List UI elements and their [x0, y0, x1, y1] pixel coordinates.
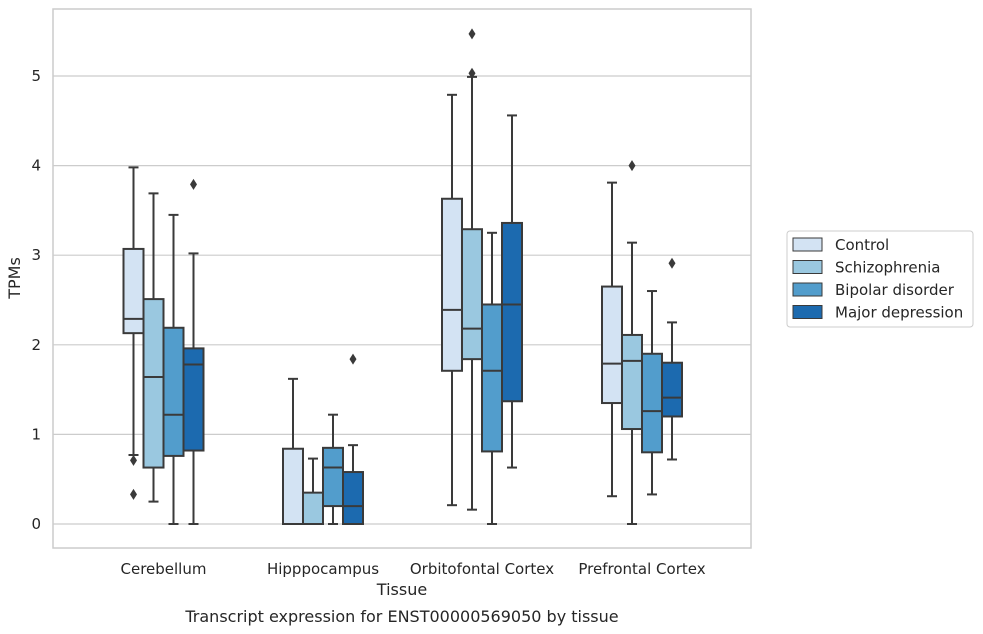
- box-4-3: [501, 114, 523, 469]
- box-2-4: [621, 160, 643, 525]
- box-3-3-body: [481, 303, 503, 453]
- y-tick-label-5: 5: [31, 67, 41, 85]
- box-3-1-body: [162, 326, 185, 457]
- box-2-2-body: [302, 491, 324, 526]
- box-2-1-body: [142, 298, 165, 469]
- x-axis-ticks: Cerebellum Hipppocampus Orbitofontal Corte…: [121, 560, 706, 578]
- box-4-1: [182, 178, 205, 525]
- box-4-4-body: [661, 361, 683, 418]
- y-tick-label-0: 0: [31, 515, 41, 533]
- box-plot-series: [122, 28, 683, 526]
- legend-frame: [786, 230, 974, 328]
- x-tick-label-1: Cerebellum: [121, 560, 207, 578]
- box-1-1-body: [122, 247, 145, 335]
- box-4-1-body: [182, 347, 205, 452]
- legend-swatch-1: [792, 237, 823, 252]
- box-2-2: [302, 457, 324, 526]
- chart-caption: Transcript expression for ENST0000056905…: [184, 607, 618, 626]
- x-axis-title: Tissue: [376, 580, 427, 599]
- box-2-3-outlier-1: [468, 67, 476, 79]
- box-4-3-body: [501, 221, 523, 403]
- box-1-2-body: [282, 447, 304, 525]
- y-tick-label-1: 1: [31, 425, 41, 443]
- y-tick-label-2: 2: [31, 336, 41, 354]
- box-1-4-body: [601, 285, 623, 405]
- legend-swatch-3: [792, 282, 823, 297]
- box-3-2-body: [322, 446, 344, 508]
- box-4-2-body: [342, 471, 364, 526]
- legend-items: Control Schizophrenia Bipolar disorder Majo…: [792, 236, 963, 322]
- y-axis-title: TPMs: [5, 257, 24, 300]
- box-2-3-outlier-2: [468, 28, 476, 40]
- box-4-2: [342, 353, 364, 526]
- box-2-4-body: [621, 333, 643, 431]
- legend-swatch-2: [792, 260, 823, 274]
- y-tick-label-3: 3: [31, 246, 41, 264]
- box-3-4-body: [641, 352, 663, 454]
- box-4-4: [661, 257, 683, 461]
- box-2-1: [142, 192, 165, 503]
- legend-label-4: Major depression: [835, 304, 963, 322]
- box-1-1-outlier-2: [130, 488, 137, 500]
- box-1-1-outlier-1: [130, 454, 137, 466]
- box-2-4-outlier-1: [628, 160, 636, 172]
- box-3-1: [162, 213, 185, 525]
- box-1-2: [282, 377, 304, 525]
- box-1-1: [122, 166, 145, 500]
- legend-swatch-4: [792, 305, 823, 319]
- x-tick-label-3: Orbitofontal Cortex: [410, 560, 554, 578]
- x-tick-label-2: Hipppocampus: [267, 560, 379, 578]
- y-tick-label-4: 4: [31, 157, 41, 175]
- legend: Control Schizophrenia Bipolar disorder Majo…: [786, 230, 974, 328]
- plot-area: [52, 8, 752, 549]
- legend-label-1: Control: [835, 236, 889, 254]
- x-tick-label-4: Prefrontal Cortex: [578, 560, 705, 578]
- box-4-2-outlier-1: [349, 353, 357, 365]
- box-1-3-body: [441, 197, 463, 372]
- box-2-3: [461, 28, 483, 511]
- y-axis-ticks: 0 1 2 3 4 5: [31, 67, 41, 533]
- legend-label-3: Bipolar disorder: [835, 281, 955, 299]
- legend-label-2: Schizophrenia: [835, 259, 940, 277]
- box-4-1-outlier-1: [190, 178, 197, 190]
- box-2-3-body: [461, 228, 483, 361]
- box-4-4-outlier-1: [668, 257, 676, 269]
